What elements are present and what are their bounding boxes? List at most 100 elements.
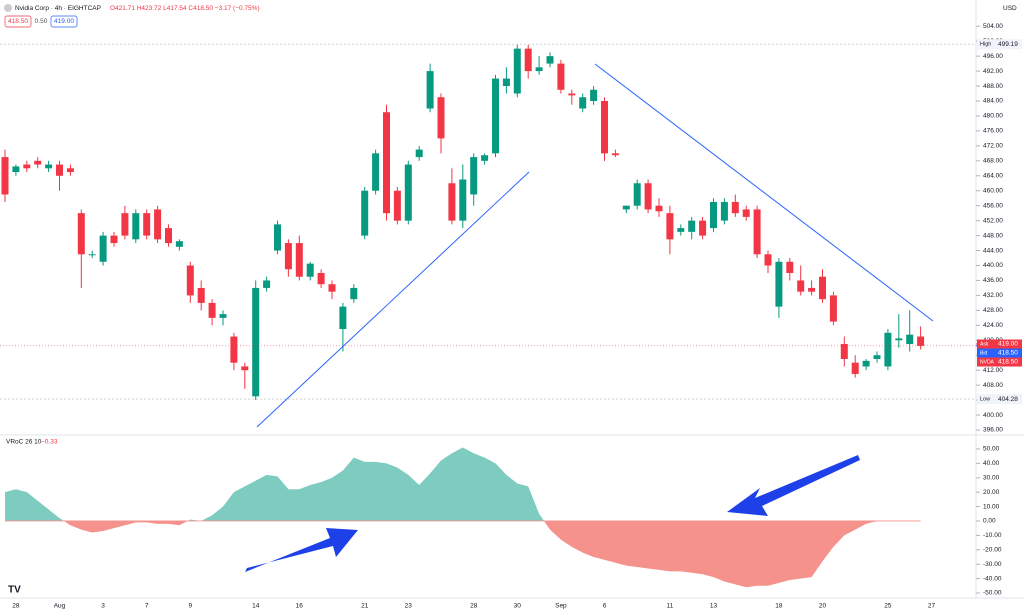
y-tick-label: 40.00 bbox=[983, 460, 1000, 467]
candle-body bbox=[110, 235, 118, 244]
candle-body bbox=[655, 205, 663, 212]
candle-body bbox=[601, 101, 608, 154]
candle-body bbox=[775, 261, 783, 307]
candle-body bbox=[895, 338, 903, 341]
y-tick-label: 496.00 bbox=[983, 53, 1003, 60]
candle-body bbox=[677, 228, 685, 232]
y-tick-label: 0.00 bbox=[983, 518, 996, 525]
candle-body bbox=[470, 157, 478, 195]
candle-body bbox=[699, 220, 707, 236]
candle-body bbox=[568, 93, 576, 96]
candle-body bbox=[590, 89, 598, 101]
y-tick-label: 452.00 bbox=[983, 217, 1003, 224]
indicator-title: VRoC 26 10 bbox=[6, 439, 42, 446]
candle-body bbox=[666, 213, 674, 240]
candle-body bbox=[208, 302, 216, 318]
trend-line[interactable] bbox=[594, 63, 934, 322]
candle-body bbox=[361, 190, 369, 236]
candle-body bbox=[546, 56, 554, 64]
arrow[interactable] bbox=[245, 528, 358, 572]
y-tick-label: 472.00 bbox=[983, 143, 1003, 150]
candle-body bbox=[77, 213, 85, 255]
y-tick-label: 10.00 bbox=[983, 503, 1000, 510]
trend-line[interactable] bbox=[256, 171, 530, 428]
y-tick-label: 396.00 bbox=[983, 427, 1003, 434]
x-tick-label: 18 bbox=[775, 603, 783, 610]
spread: 0.50 bbox=[35, 18, 48, 25]
price-tag-value: 404.28 bbox=[998, 396, 1018, 403]
candle-body bbox=[535, 67, 543, 72]
candle-body bbox=[917, 336, 925, 346]
x-tick-label: 28 bbox=[470, 603, 478, 610]
quote-tag-name: Bid bbox=[980, 350, 987, 356]
candle-body bbox=[513, 48, 521, 94]
candle-body bbox=[306, 263, 314, 277]
candle-body bbox=[186, 265, 194, 296]
y-tick-label: 460.00 bbox=[983, 187, 1003, 194]
x-tick-label: 28 bbox=[12, 603, 20, 610]
x-tick-label: 14 bbox=[252, 603, 260, 610]
x-tick-label: 21 bbox=[361, 603, 369, 610]
candle-body bbox=[764, 254, 772, 266]
quote-tag-value: 418.50 bbox=[998, 359, 1018, 366]
candle-body bbox=[99, 235, 107, 262]
x-tick-label: 20 bbox=[819, 603, 827, 610]
candle-body bbox=[437, 97, 445, 139]
y-tick-label: 408.00 bbox=[983, 382, 1003, 389]
candle-body bbox=[274, 224, 281, 251]
y-tick-label: 432.00 bbox=[983, 292, 1003, 299]
y-tick-label: 504.00 bbox=[983, 23, 1003, 30]
y-tick-label: 456.00 bbox=[983, 202, 1003, 209]
candle-body bbox=[328, 284, 336, 292]
candle-body bbox=[873, 355, 881, 359]
candle-body bbox=[1, 157, 9, 195]
candle-body bbox=[753, 209, 761, 255]
candle-body bbox=[34, 160, 42, 165]
candle-body bbox=[492, 78, 499, 154]
currency[interactable]: USD bbox=[1003, 5, 1017, 12]
x-tick-label: Sep bbox=[555, 603, 567, 610]
buy-box[interactable] bbox=[50, 15, 78, 28]
candle-body bbox=[524, 48, 532, 72]
candle-body bbox=[372, 153, 380, 191]
candle-body bbox=[808, 287, 816, 292]
candle-body bbox=[786, 261, 794, 273]
symbol-icon bbox=[4, 4, 12, 12]
candle-body bbox=[851, 362, 859, 374]
x-tick-label: 16 bbox=[296, 603, 304, 610]
y-tick-label: 30.00 bbox=[983, 474, 1000, 481]
x-tick-label: 13 bbox=[710, 603, 718, 610]
candle-body bbox=[143, 213, 151, 236]
price-tag bbox=[977, 39, 1022, 50]
candle-body bbox=[175, 241, 183, 247]
candle-body bbox=[12, 166, 20, 173]
sell-price: 418.50 bbox=[8, 18, 28, 25]
x-tick-label: Aug bbox=[54, 603, 66, 610]
buy-price: 419.00 bbox=[54, 18, 74, 25]
y-tick-label: 468.00 bbox=[983, 158, 1003, 165]
arrow[interactable] bbox=[727, 455, 860, 516]
quote-tag bbox=[977, 348, 1022, 358]
candle-body bbox=[252, 287, 260, 397]
y-tick-label: -30.00 bbox=[983, 561, 1002, 568]
symbol-title[interactable]: Nvidia Corp · 4h · EIGHTCAP bbox=[15, 5, 101, 12]
candle-body bbox=[742, 209, 750, 217]
candle-body bbox=[241, 366, 249, 371]
x-tick-label: 30 bbox=[514, 603, 522, 610]
y-tick-label: -10.00 bbox=[983, 532, 1002, 539]
candle-body bbox=[579, 97, 587, 109]
candle-body bbox=[819, 276, 826, 300]
sell-box[interactable] bbox=[4, 15, 32, 28]
candle-body bbox=[88, 254, 96, 256]
y-tick-label: 488.00 bbox=[983, 83, 1003, 90]
candle-body bbox=[459, 179, 467, 221]
candle-body bbox=[502, 78, 510, 87]
y-tick-label: 480.00 bbox=[983, 113, 1003, 120]
quote-tag-value: 419.00 bbox=[998, 341, 1018, 348]
price-tag-name: High bbox=[980, 42, 991, 48]
candle-body bbox=[884, 332, 892, 367]
y-tick-label: 444.00 bbox=[983, 247, 1003, 254]
x-tick-label: 25 bbox=[884, 603, 892, 610]
y-tick-label: 400.00 bbox=[983, 412, 1003, 419]
price-tag bbox=[977, 394, 1022, 405]
